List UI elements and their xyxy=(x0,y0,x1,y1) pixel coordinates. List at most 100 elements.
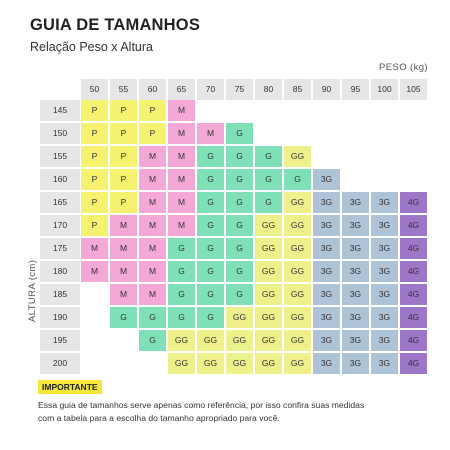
size-cell: GG xyxy=(284,215,311,236)
size-cell: G xyxy=(168,284,195,305)
importante-badge: IMPORTANTE xyxy=(38,380,102,394)
size-cell: GG xyxy=(255,215,282,236)
height-header-165: 165 xyxy=(40,192,80,213)
size-cell: 3G xyxy=(313,284,340,305)
size-cell: P xyxy=(110,146,137,167)
size-cell: GG xyxy=(284,261,311,282)
size-cell: M xyxy=(139,284,166,305)
height-header-200: 200 xyxy=(40,353,80,374)
size-cell: M xyxy=(110,215,137,236)
height-header-150: 150 xyxy=(40,123,80,144)
size-cell: P xyxy=(110,100,137,121)
size-cell: G xyxy=(226,146,253,167)
size-cell: G xyxy=(226,238,253,259)
size-cell: M xyxy=(168,123,195,144)
size-cell: GG xyxy=(284,353,311,374)
size-cell: M xyxy=(139,146,166,167)
size-cell: 3G xyxy=(371,330,398,351)
size-cell: 3G xyxy=(313,169,340,190)
size-cell: M xyxy=(168,215,195,236)
weight-header-75: 75 xyxy=(226,79,253,100)
height-header-185: 185 xyxy=(40,284,80,305)
altura-axis-label: ALTURA (cm) xyxy=(27,259,38,322)
size-cell: G xyxy=(197,284,224,305)
size-cell: 3G xyxy=(371,261,398,282)
page-subtitle: Relação Peso x Altura xyxy=(30,40,153,54)
height-header-160: 160 xyxy=(40,169,80,190)
size-cell: GG xyxy=(255,261,282,282)
size-cell: G xyxy=(255,146,282,167)
size-cell: 3G xyxy=(342,238,369,259)
page-title: GUIA DE TAMANHOS xyxy=(30,16,201,34)
size-cell: M xyxy=(168,146,195,167)
weight-header-90: 90 xyxy=(313,79,340,100)
weight-header-100: 100 xyxy=(371,79,398,100)
size-cell: 3G xyxy=(313,353,340,374)
size-cell: G xyxy=(255,192,282,213)
size-cell: GG xyxy=(284,146,311,167)
size-cell: GG xyxy=(226,330,253,351)
size-cell: 4G xyxy=(400,353,427,374)
size-cell: P xyxy=(139,123,166,144)
weight-header-65: 65 xyxy=(168,79,195,100)
size-cell: 4G xyxy=(400,307,427,328)
size-cell: M xyxy=(168,192,195,213)
size-cell: GG xyxy=(284,330,311,351)
size-cell: 3G xyxy=(371,284,398,305)
size-cell: G xyxy=(226,284,253,305)
size-cell: GG xyxy=(255,307,282,328)
height-header-175: 175 xyxy=(40,238,80,259)
size-cell: G xyxy=(226,123,253,144)
size-cell: GG xyxy=(284,238,311,259)
size-cell: G xyxy=(284,169,311,190)
size-cell: G xyxy=(197,307,224,328)
size-cell: M xyxy=(168,169,195,190)
size-cell: G xyxy=(226,169,253,190)
size-cell: G xyxy=(168,238,195,259)
size-cell: G xyxy=(168,261,195,282)
size-cell: 3G xyxy=(342,192,369,213)
size-cell: 3G xyxy=(342,330,369,351)
size-cell: 3G xyxy=(342,307,369,328)
size-cell: 3G xyxy=(313,307,340,328)
size-cell: M xyxy=(110,238,137,259)
size-cell: M xyxy=(81,261,108,282)
size-cell: G xyxy=(197,146,224,167)
size-cell: 3G xyxy=(342,284,369,305)
height-header-145: 145 xyxy=(40,100,80,121)
size-cell: G xyxy=(197,238,224,259)
size-cell: G xyxy=(226,261,253,282)
size-cell: 4G xyxy=(400,215,427,236)
size-cell: M xyxy=(139,261,166,282)
size-cell: M xyxy=(168,100,195,121)
size-cell: GG xyxy=(284,192,311,213)
size-cell: P xyxy=(81,192,108,213)
size-cell: 4G xyxy=(400,284,427,305)
size-cell: P xyxy=(110,123,137,144)
note-text: Essa guia de tamanhos serve apenas como … xyxy=(38,399,438,424)
size-cell: P xyxy=(139,100,166,121)
size-cell: G xyxy=(255,169,282,190)
weight-header-70: 70 xyxy=(197,79,224,100)
size-cell: 3G xyxy=(371,307,398,328)
size-cell: M xyxy=(139,238,166,259)
size-cell: M xyxy=(81,238,108,259)
size-cell: GG xyxy=(168,330,195,351)
size-cell: P xyxy=(81,215,108,236)
size-cell: G xyxy=(226,215,253,236)
size-cell: GG xyxy=(255,238,282,259)
size-cell: 3G xyxy=(342,353,369,374)
size-cell: GG xyxy=(168,353,195,374)
size-cell: P xyxy=(110,192,137,213)
size-cell: 4G xyxy=(400,261,427,282)
size-cell: M xyxy=(197,123,224,144)
size-cell: 4G xyxy=(400,192,427,213)
note-line-2: com a tabela para a escolha do tamanho a… xyxy=(38,412,280,423)
size-cell: 3G xyxy=(342,261,369,282)
size-cell: GG xyxy=(197,353,224,374)
size-cell: 3G xyxy=(313,261,340,282)
weight-header-95: 95 xyxy=(342,79,369,100)
size-cell: 4G xyxy=(400,238,427,259)
size-cell: 3G xyxy=(371,238,398,259)
size-cell: P xyxy=(81,123,108,144)
